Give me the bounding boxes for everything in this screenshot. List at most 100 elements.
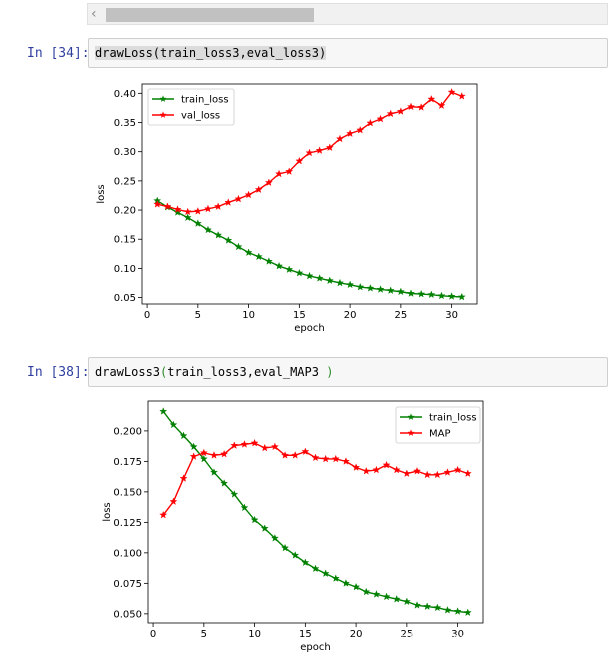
data-point xyxy=(366,118,375,127)
data-point xyxy=(402,469,411,477)
y-tick-label: 0.125 xyxy=(113,518,142,529)
data-point xyxy=(413,601,421,609)
data-point xyxy=(260,443,269,452)
legend-swatch-marker xyxy=(407,413,415,420)
code-function-name: drawLoss xyxy=(95,46,153,60)
y-tick-label: 0.05 xyxy=(114,293,136,304)
code-line[interactable]: drawLoss(train_loss3,eval_loss3) xyxy=(95,46,327,60)
data-point xyxy=(315,146,324,154)
data-point xyxy=(305,271,314,280)
data-point xyxy=(199,454,208,463)
data-point xyxy=(210,451,218,459)
data-point xyxy=(224,236,233,244)
data-point xyxy=(301,558,310,566)
data-point xyxy=(281,543,290,552)
series-train-loss xyxy=(159,407,472,617)
data-point xyxy=(331,454,340,463)
data-point xyxy=(407,102,415,111)
data-point xyxy=(291,451,300,459)
data-point xyxy=(362,587,371,596)
cell-prompt-38: In [38]: xyxy=(27,365,90,380)
chart-1: 0 5 10 15 20 25 30 0.05 0.10 0.15 0.20 0.25 0.30 0.35… xyxy=(96,83,478,334)
y-tick-label: 0.175 xyxy=(113,457,142,468)
series-val-loss xyxy=(153,87,466,216)
data-point xyxy=(356,125,365,134)
data-point xyxy=(386,109,395,118)
data-point xyxy=(169,420,178,429)
x-tick-label: 15 xyxy=(299,629,312,640)
data-point xyxy=(234,242,243,251)
code-cell-38[interactable]: drawLoss3(train_loss3,eval_MAP3 ) xyxy=(88,357,608,387)
code-cell-34[interactable]: drawLoss(train_loss3,eval_loss3) xyxy=(88,38,608,68)
data-point xyxy=(315,274,324,282)
data-point xyxy=(352,463,361,471)
data-point xyxy=(457,292,466,301)
data-point xyxy=(214,230,223,239)
data-point xyxy=(372,465,381,474)
data-point xyxy=(427,290,436,299)
data-point xyxy=(230,441,239,449)
x-tick-label: 25 xyxy=(400,629,413,640)
y-tick-label: 0.40 xyxy=(114,89,136,100)
data-point xyxy=(301,447,310,455)
data-point xyxy=(224,198,233,206)
legend-swatch-marker xyxy=(159,95,167,102)
data-point xyxy=(179,474,188,482)
chart-legend: train_loss val_loss xyxy=(147,88,235,126)
y-tick-label: 0.30 xyxy=(114,147,136,158)
data-point xyxy=(285,265,294,273)
x-tick-label: 0 xyxy=(150,629,156,640)
data-point xyxy=(392,595,401,603)
data-point xyxy=(427,94,436,103)
data-point xyxy=(189,452,198,460)
chart-2: 0 5 10 15 20 25 30 0.050 0.075 0.100 0.125 0.150 0.1… xyxy=(102,400,484,653)
data-point xyxy=(260,524,269,532)
y-tick-label: 0.075 xyxy=(113,579,142,590)
data-point xyxy=(366,284,375,292)
chevron-left-icon[interactable]: ‹ xyxy=(91,6,97,22)
data-point xyxy=(341,457,350,465)
data-point xyxy=(417,289,426,298)
x-axis-label: epoch xyxy=(294,323,324,334)
data-point xyxy=(250,515,259,524)
code-line[interactable]: drawLoss3(train_loss3,eval_MAP3 ) xyxy=(95,365,333,379)
data-point xyxy=(407,289,415,297)
data-point xyxy=(376,285,385,293)
x-tick-label: 20 xyxy=(344,310,357,321)
data-point xyxy=(463,608,472,617)
x-tick-label: 5 xyxy=(195,310,201,321)
data-point xyxy=(254,185,263,194)
data-point xyxy=(264,178,273,186)
data-point xyxy=(362,466,371,475)
data-point xyxy=(341,579,350,587)
data-point xyxy=(163,202,172,210)
data-point xyxy=(311,564,320,573)
y-tick-label: 0.200 xyxy=(113,426,142,437)
data-point xyxy=(169,497,178,506)
series-MAP xyxy=(159,438,472,519)
data-point xyxy=(214,202,223,210)
data-point xyxy=(210,468,218,476)
chart-legend: train_loss MAP xyxy=(395,406,481,444)
data-point xyxy=(275,261,284,270)
data-point xyxy=(453,465,462,474)
horizontal-scrollbar[interactable]: ‹ xyxy=(87,3,608,25)
x-tick-label: 30 xyxy=(451,629,464,640)
data-point xyxy=(220,449,229,458)
legend-entry-label: MAP xyxy=(429,429,451,440)
x-tick-label: 10 xyxy=(248,629,261,640)
scrollbar-thumb[interactable] xyxy=(106,8,314,22)
y-tick-label: 0.25 xyxy=(114,176,136,187)
legend-entry-label: train_loss xyxy=(429,413,477,424)
data-point xyxy=(295,268,304,277)
x-tick-label: 5 xyxy=(201,629,207,640)
data-point xyxy=(396,287,405,296)
data-point xyxy=(356,282,365,291)
data-point xyxy=(453,607,462,615)
code-arguments: (train_loss3,eval_loss3) xyxy=(152,46,327,60)
data-point xyxy=(275,169,284,178)
data-point xyxy=(325,143,334,151)
data-point xyxy=(193,219,202,227)
data-point xyxy=(244,190,253,199)
